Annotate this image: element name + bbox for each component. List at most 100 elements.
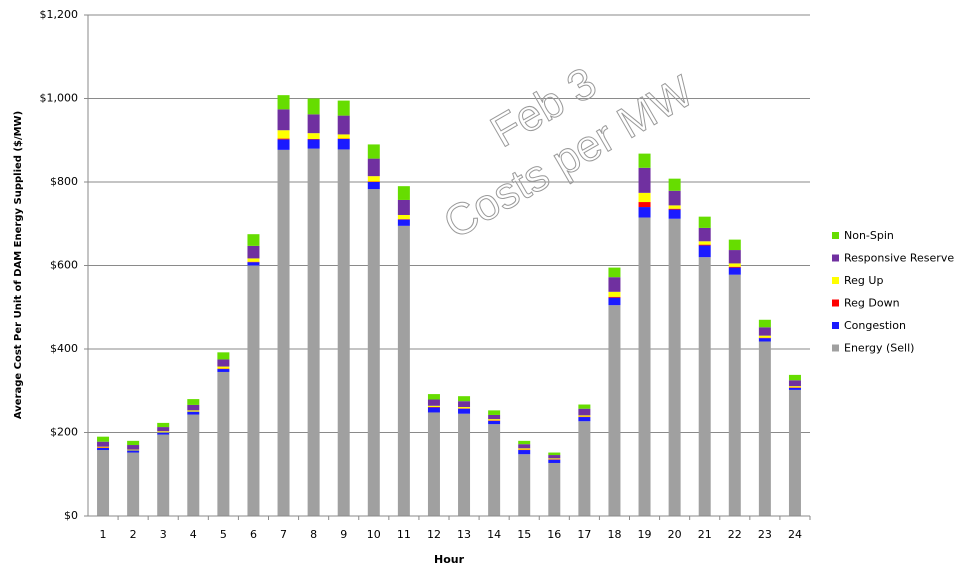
bar-segment bbox=[157, 431, 170, 433]
bar-segment bbox=[157, 434, 170, 516]
bar-segment bbox=[458, 413, 471, 516]
bar-segment bbox=[788, 386, 801, 388]
legend-label: Congestion bbox=[844, 319, 906, 332]
bar-segment bbox=[217, 371, 230, 516]
x-tick-label: 21 bbox=[698, 528, 712, 541]
x-tick-label: 1 bbox=[100, 528, 107, 541]
bar-segment bbox=[367, 189, 380, 516]
bar-segment bbox=[397, 219, 410, 226]
bar-segment bbox=[728, 274, 741, 516]
bar-segment bbox=[247, 234, 260, 246]
bar-segment bbox=[247, 262, 260, 266]
x-tick-label: 22 bbox=[728, 528, 742, 541]
bar-segment bbox=[397, 199, 410, 215]
x-tick-label: 15 bbox=[517, 528, 531, 541]
bar-segment bbox=[638, 192, 651, 203]
x-tick-label: 23 bbox=[758, 528, 772, 541]
x-tick-label: 10 bbox=[367, 528, 381, 541]
y-tick-label: $400 bbox=[50, 342, 78, 355]
legend-label: Energy (Sell) bbox=[844, 342, 914, 355]
bar-segment bbox=[427, 399, 440, 406]
y-tick-label: $1,000 bbox=[40, 92, 79, 105]
bar-segment bbox=[277, 139, 290, 150]
bar-segment bbox=[548, 462, 561, 516]
legend-swatch bbox=[832, 344, 839, 352]
x-tick-label: 19 bbox=[638, 528, 652, 541]
bar-segment bbox=[458, 396, 471, 402]
bar-segment bbox=[728, 263, 741, 267]
bar-segment bbox=[367, 182, 380, 190]
bar-segment bbox=[788, 374, 801, 381]
bar-segment bbox=[187, 410, 200, 412]
bar-segment bbox=[578, 404, 591, 409]
bar-segment bbox=[277, 138, 290, 140]
bar-segment bbox=[608, 305, 621, 516]
bar-segment bbox=[638, 153, 651, 168]
bar-segment bbox=[307, 148, 320, 516]
bar-segment bbox=[578, 417, 591, 422]
bar-segment bbox=[97, 446, 110, 448]
bar-segment bbox=[488, 420, 501, 425]
bar-segment bbox=[548, 458, 561, 460]
x-tick-label: 6 bbox=[250, 528, 257, 541]
bar-segment bbox=[518, 454, 531, 516]
y-tick-label: $800 bbox=[50, 175, 78, 188]
bar-segment bbox=[668, 218, 681, 517]
bar-segment bbox=[758, 327, 771, 336]
y-tick-label: $1,200 bbox=[40, 8, 79, 21]
bar-segment bbox=[608, 296, 621, 298]
bar-segment bbox=[758, 341, 771, 516]
bar-segment bbox=[638, 207, 651, 218]
legend-label: Responsive Reserve bbox=[844, 252, 954, 265]
legend-swatch bbox=[832, 277, 839, 284]
bar-segment bbox=[127, 445, 140, 450]
legend-label: Reg Up bbox=[844, 274, 883, 287]
bar-segment bbox=[277, 109, 290, 131]
bar-segment bbox=[608, 267, 621, 278]
bar-segment bbox=[458, 401, 471, 408]
bar-segment bbox=[337, 134, 350, 139]
bar-segment bbox=[458, 408, 471, 414]
bar-segment bbox=[307, 114, 320, 134]
bar-segment bbox=[638, 167, 651, 193]
x-tick-label: 12 bbox=[427, 528, 441, 541]
bar-segment bbox=[247, 265, 260, 516]
bar-segment bbox=[728, 250, 741, 264]
bar-segment bbox=[668, 209, 681, 219]
bar-segment bbox=[728, 267, 741, 275]
bar-segment bbox=[788, 387, 801, 390]
legend-label: Non-Spin bbox=[844, 229, 894, 242]
bar-segment bbox=[758, 319, 771, 328]
bar-segment bbox=[187, 414, 200, 516]
bar-segment bbox=[157, 422, 170, 428]
bar-segment bbox=[458, 407, 471, 409]
bar-segment bbox=[217, 369, 230, 372]
x-tick-label: 20 bbox=[668, 528, 682, 541]
bar-segment bbox=[608, 297, 621, 306]
bar-segment bbox=[337, 138, 350, 150]
bar-segment bbox=[277, 130, 290, 139]
x-tick-label: 4 bbox=[190, 528, 197, 541]
bar-segment bbox=[157, 427, 170, 432]
y-tick-label: $0 bbox=[64, 509, 78, 522]
bar-segment bbox=[367, 158, 380, 177]
bar-segment bbox=[668, 178, 681, 191]
bar-segment bbox=[698, 244, 711, 246]
bar-segment bbox=[277, 95, 290, 110]
legend-swatch bbox=[832, 299, 839, 307]
bar-segment bbox=[668, 205, 681, 209]
x-tick-label: 13 bbox=[457, 528, 471, 541]
bar-segment bbox=[187, 411, 200, 415]
bar-segment bbox=[728, 239, 741, 251]
bar-segment bbox=[668, 208, 681, 210]
bar-segment bbox=[548, 455, 561, 459]
bar-segment bbox=[788, 380, 801, 387]
bar-segment bbox=[488, 424, 501, 516]
bar-segment bbox=[788, 389, 801, 516]
bar-segment bbox=[127, 452, 140, 516]
bar-segment bbox=[337, 115, 350, 135]
bar-segment bbox=[758, 335, 771, 338]
bar-segment bbox=[698, 227, 711, 242]
x-tick-label: 11 bbox=[397, 528, 411, 541]
